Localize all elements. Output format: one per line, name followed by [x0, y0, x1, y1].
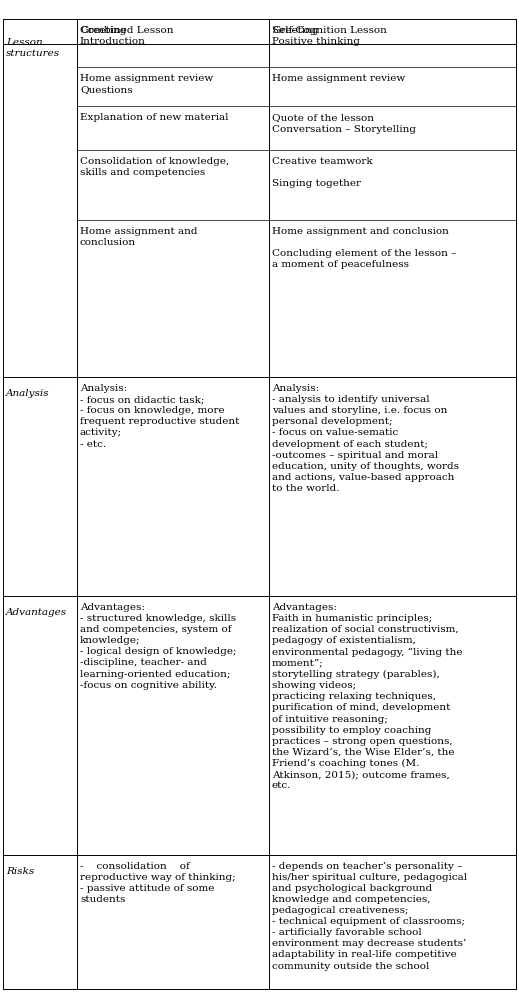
Text: Risks: Risks	[6, 866, 34, 875]
Text: -    consolidation    of
reproductive way of thinking;
- passive attitude of som: - consolidation of reproductive way of t…	[80, 861, 236, 904]
Text: Home assignment review: Home assignment review	[272, 74, 405, 83]
Text: Advantages:
Faith in humanistic principles;
realization of social constructivism: Advantages: Faith in humanistic principl…	[272, 602, 462, 789]
Text: Advantages: Advantages	[6, 607, 67, 616]
Text: Home assignment and
conclusion: Home assignment and conclusion	[80, 227, 197, 247]
Text: Quote of the lesson
Conversation – Storytelling: Quote of the lesson Conversation – Story…	[272, 113, 416, 133]
Text: Greeting
Positive thinking: Greeting Positive thinking	[272, 26, 360, 46]
Text: Consolidation of knowledge,
skills and competencies: Consolidation of knowledge, skills and c…	[80, 157, 229, 177]
Text: Self-Cognition Lesson: Self-Cognition Lesson	[272, 26, 387, 35]
Text: Creative teamwork

Singing together: Creative teamwork Singing together	[272, 157, 373, 188]
Text: - depends on teacher’s personality –
his/her spiritual culture, pedagogical
and : - depends on teacher’s personality – his…	[272, 861, 467, 969]
Text: Analysis: Analysis	[6, 389, 49, 398]
Text: Home assignment review
Questions: Home assignment review Questions	[80, 74, 213, 93]
Text: Lesson
structures: Lesson structures	[6, 38, 60, 58]
Text: Analysis:
- analysis to identify universal
values and storyline, i.e. focus on
p: Analysis: - analysis to identify univers…	[272, 384, 459, 492]
Text: Home assignment and conclusion

Concluding element of the lesson –
a moment of p: Home assignment and conclusion Concludin…	[272, 227, 456, 269]
Text: Advantages:
- structured knowledge, skills
and competencies, system of
knowledge: Advantages: - structured knowledge, skil…	[80, 602, 237, 689]
Text: Analysis:
- focus on didactic task;
- focus on knowledge, more
frequent reproduc: Analysis: - focus on didactic task; - fo…	[80, 384, 239, 448]
Text: Combined Lesson: Combined Lesson	[80, 26, 173, 35]
Text: Greeting
Introduction: Greeting Introduction	[80, 26, 146, 46]
Text: Explanation of new material: Explanation of new material	[80, 113, 228, 122]
